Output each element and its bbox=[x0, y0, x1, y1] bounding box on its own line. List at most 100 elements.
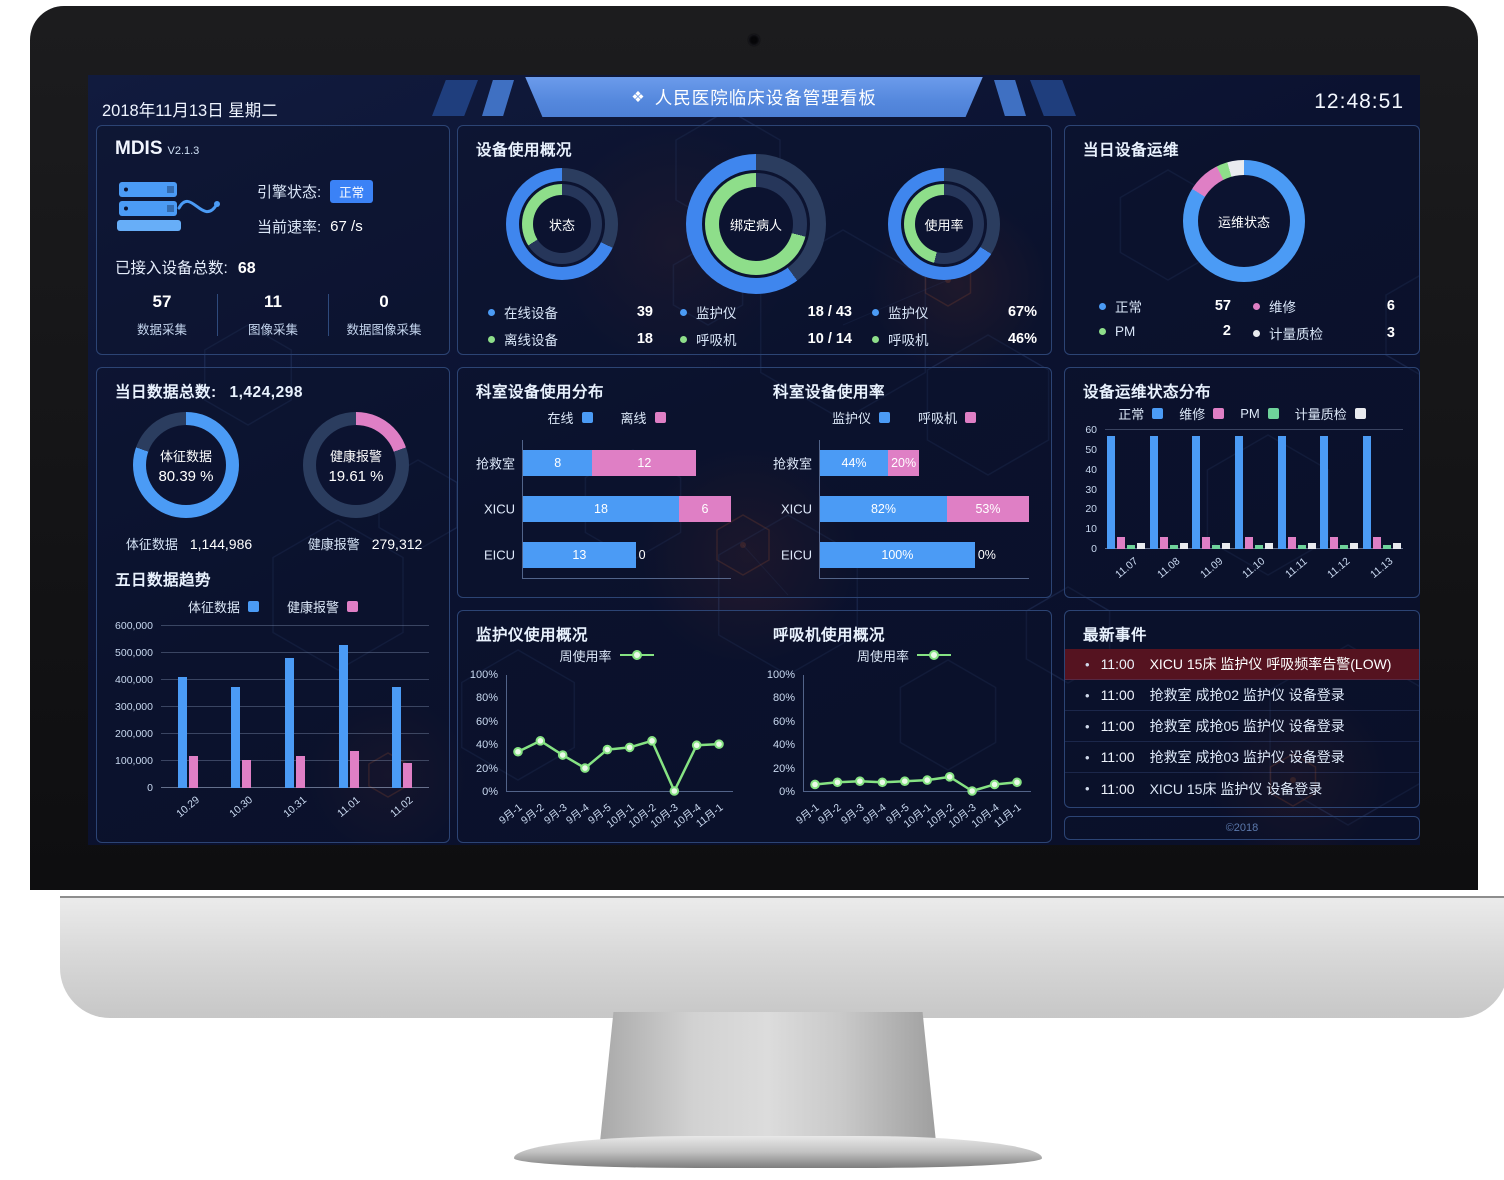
line-data-point bbox=[535, 736, 546, 746]
bar bbox=[284, 658, 294, 788]
line-plot bbox=[803, 675, 1031, 796]
y-axis-tick-label: 100,000 bbox=[115, 755, 153, 767]
donut-center: 健康报警 19.61 % bbox=[316, 425, 396, 505]
x-axis-label-text: 11.07 bbox=[1112, 555, 1140, 581]
hbar-row: XICU 82% 53% bbox=[781, 496, 1029, 522]
x-axis-label: 11.01 bbox=[322, 792, 376, 820]
panel-dept-charts: 科室设备使用分布 在线 离线 抢救室 8 12 XICU 18 6 EICU 13 0 科室设备使… bbox=[457, 367, 1052, 598]
event-text: XICU 15床 监护仪 设备登录 bbox=[1149, 780, 1323, 797]
panel-usage-overview: 设备使用概况 状态 绑定病人 使用率 在线设备 39 离线设备 18 监护仪 1… bbox=[457, 125, 1052, 355]
line-data-point bbox=[513, 746, 523, 757]
stat-data-collect: 57 数据采集 bbox=[107, 292, 217, 338]
donut-center-label: 绑定病人 bbox=[729, 217, 782, 233]
panel-title: 监护仪使用概况 bbox=[476, 627, 589, 644]
dept-distribution-chart: 抢救室 8 12 XICU 18 6 EICU 13 0 bbox=[466, 436, 749, 587]
legend-label: 维修 bbox=[1179, 406, 1206, 422]
legend-item: 计量质检 3 bbox=[1253, 323, 1395, 343]
stat-label: 数据图像采集 bbox=[346, 323, 422, 337]
donut-status: 状态 bbox=[506, 168, 618, 280]
bar bbox=[1192, 435, 1201, 549]
legend-item: 呼吸机 10 / 14 bbox=[680, 329, 852, 349]
rate-value: 67 /s bbox=[330, 218, 363, 235]
bar-segment: 12 bbox=[592, 450, 697, 476]
legend-swatch-icon bbox=[347, 600, 359, 612]
legend-label: 在线 bbox=[547, 410, 574, 426]
x-axis-label: 11.07 bbox=[1105, 553, 1148, 581]
list-item[interactable]: • 11:00 抢救室 成抢05 监护仪 设备登录 bbox=[1065, 711, 1419, 742]
y-axis-tick-label: 40% bbox=[772, 739, 795, 752]
legend-item: 维修 bbox=[1179, 404, 1225, 423]
stat-value: 57 bbox=[152, 292, 172, 311]
list-item[interactable]: • 11:00 XICU 15床 监护仪 设备登录 bbox=[1065, 773, 1419, 804]
bar bbox=[242, 760, 252, 788]
legend-label: 健康报警 bbox=[287, 599, 340, 615]
y-axis-tick-label: 60 bbox=[1085, 424, 1097, 436]
event-text: XICU 15床 监护仪 呼吸频率告警(LOW) bbox=[1149, 656, 1392, 672]
panel-title: 当日设备运维 bbox=[1083, 142, 1180, 159]
hbar-row: XICU 18 6 bbox=[484, 496, 731, 522]
server-icon bbox=[117, 182, 220, 231]
banner-main: ❖ 人民医院临床设备管理看板 bbox=[525, 77, 983, 117]
legend-swatch-icon bbox=[248, 600, 259, 612]
monitor-frame: 2018年11月13日 星期二 12:48:51 ❖ 人民医院临床设备管理看板 … bbox=[30, 6, 1504, 1018]
list-item[interactable]: • 11:00 抢救室 成抢02 监护仪 设备登录 bbox=[1065, 680, 1419, 711]
bar-group bbox=[1148, 430, 1191, 549]
legend-label: 计量质检 bbox=[1269, 327, 1323, 342]
y-axis-tick-label: 10 bbox=[1085, 523, 1097, 536]
line-data-point bbox=[580, 763, 590, 773]
bar bbox=[1287, 537, 1296, 549]
legend-item: 监护仪 bbox=[832, 408, 890, 427]
category-label: XICU bbox=[483, 501, 515, 517]
bar-segment: 6 bbox=[679, 496, 731, 522]
line-data-point bbox=[944, 772, 955, 782]
legend-value: 3 bbox=[1386, 325, 1395, 341]
y-axis-tick-label: 0% bbox=[482, 786, 498, 798]
list-item[interactable]: • 11:00 XICU 15床 监护仪 呼吸频率告警(LOW) bbox=[1065, 649, 1419, 680]
data-total-value: 1,424,298 bbox=[229, 384, 303, 401]
legend-item: 健康报警 bbox=[287, 597, 359, 616]
bar bbox=[1265, 543, 1274, 549]
line-marker-icon bbox=[917, 650, 951, 660]
stat-value: 0 bbox=[379, 292, 389, 311]
mdis-name: MDIS bbox=[115, 138, 163, 159]
event-text: 抢救室 成抢05 监护仪 设备登录 bbox=[1149, 718, 1345, 734]
legend-dot bbox=[488, 308, 495, 316]
event-time: 11:00 bbox=[1100, 718, 1135, 734]
bar bbox=[1169, 545, 1178, 549]
stat-vital-data: 体征数据 1,144,986 bbox=[113, 534, 265, 553]
bullet-icon: • bbox=[1085, 687, 1090, 703]
banner-accent-right-outer bbox=[1030, 80, 1076, 116]
event-time: 11:00 bbox=[1100, 780, 1135, 797]
line-data-point bbox=[989, 779, 1000, 790]
x-axis-label-text: 11.12 bbox=[1325, 555, 1353, 581]
bar bbox=[1127, 545, 1136, 549]
y-axis-tick-label: 20% bbox=[475, 762, 498, 775]
stat-image-collect: 11 图像采集 bbox=[218, 292, 328, 338]
legend-item: 正常 bbox=[1118, 404, 1164, 423]
y-axis-tick-label: 50 bbox=[1085, 443, 1097, 456]
five-day-trend-chart: 0 100,000 200,000 300,000 400,000 500,000 600,… bbox=[105, 620, 435, 832]
y-axis-tick-label: 40% bbox=[475, 739, 498, 752]
gridline bbox=[161, 625, 429, 626]
x-axis-label-text: 11.02 bbox=[388, 794, 416, 820]
connected-total-label: 已接入设备总数: bbox=[115, 260, 228, 277]
donut-center: 运维状态 bbox=[1198, 175, 1290, 267]
list-item[interactable]: • 11:00 抢救室 成抢03 监护仪 设备登录 bbox=[1065, 742, 1419, 773]
x-axis-label: 11.08 bbox=[1148, 553, 1191, 581]
connected-total-row: 已接入设备总数: 68 bbox=[115, 256, 256, 278]
bar-segment: 82% bbox=[820, 496, 947, 522]
line-data-point bbox=[967, 786, 977, 796]
donut-center-label: 使用率 bbox=[924, 217, 964, 233]
banner-accent-right-inner bbox=[994, 80, 1026, 116]
legend-dot bbox=[1253, 302, 1260, 310]
legend-label: 周使用率 bbox=[856, 648, 909, 664]
copyright-text: ©2018 bbox=[1225, 822, 1259, 834]
hbar-row: 抢救室 8 12 bbox=[476, 450, 731, 476]
x-axis-label: 10.29 bbox=[161, 792, 215, 820]
legend-label: 离线设备 bbox=[504, 333, 558, 348]
donut-center-label: 状态 bbox=[548, 217, 575, 233]
gridline bbox=[1105, 548, 1403, 549]
line-marker-icon bbox=[619, 650, 654, 660]
bar bbox=[403, 763, 413, 788]
mdis-title: MDIS V2.1.3 bbox=[115, 138, 199, 160]
